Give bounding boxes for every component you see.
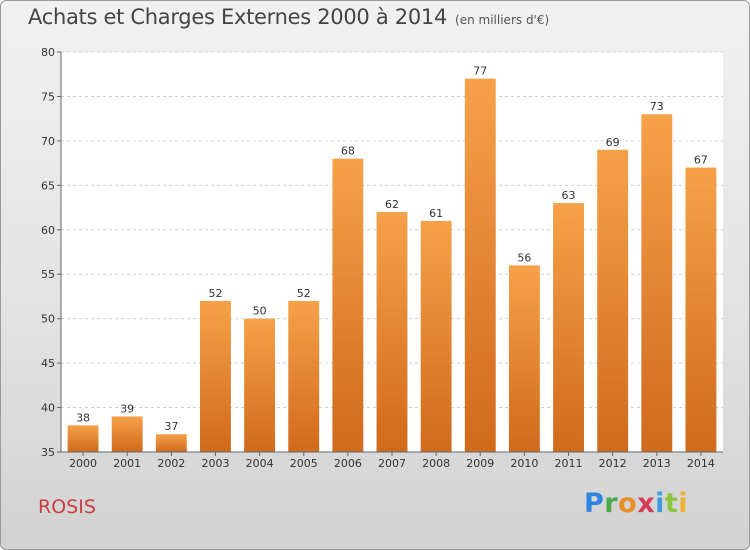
value-label: 52 [297, 287, 311, 300]
bar [67, 425, 99, 452]
logo-letter: x [637, 488, 656, 519]
bars [67, 78, 717, 453]
x-tick-label: 2004 [246, 457, 274, 470]
y-tick-label: 65 [41, 179, 55, 192]
bar [200, 300, 231, 452]
chart-subtitle: (en milliers d'€) [455, 13, 550, 27]
bar [332, 158, 364, 452]
bar [376, 212, 408, 452]
value-label: 56 [517, 251, 531, 264]
y-tick-label: 70 [41, 135, 55, 148]
x-tick-label: 2013 [643, 457, 671, 470]
x-tick-label: 2008 [422, 457, 450, 470]
axes [60, 52, 723, 456]
x-tick-label: 2005 [290, 457, 318, 470]
logo-letter: o [618, 488, 638, 519]
x-tick-label: 2010 [510, 457, 538, 470]
y-tick-label: 45 [41, 357, 55, 370]
logo-letter: i [655, 488, 665, 519]
value-labels: 38 39 37 52 50 52 68 62 61 77 56 63 69 73 67 [76, 65, 708, 434]
y-tick-label: 75 [41, 90, 55, 103]
value-label: 69 [606, 136, 620, 149]
value-label: 38 [76, 411, 90, 424]
logo-letter: i [678, 488, 689, 519]
bar [641, 114, 673, 452]
bar [244, 318, 276, 452]
y-tick-label: 60 [41, 224, 55, 237]
x-tick-label: 2009 [466, 457, 494, 470]
value-label: 77 [473, 65, 487, 78]
logo-letter: P [584, 488, 605, 519]
value-label: 67 [694, 154, 708, 167]
x-tick-label: 2000 [69, 457, 97, 470]
x-tick-label: 2007 [378, 457, 406, 470]
bar [420, 220, 452, 452]
x-tick-label: 2003 [201, 457, 229, 470]
bar [508, 265, 540, 452]
proxiti-logo: Proxiti [584, 488, 688, 519]
y-tick-label: 80 [41, 46, 55, 59]
value-label: 50 [253, 305, 267, 318]
value-label: 73 [650, 100, 664, 113]
x-tick-labels: 2000 2001 2002 2003 2004 2005 2006 2007 2008 2009… [69, 457, 715, 470]
x-tick-label: 2006 [334, 457, 362, 470]
x-tick-label: 2011 [555, 457, 583, 470]
x-tick-label: 2014 [687, 457, 715, 470]
bar [553, 203, 584, 452]
value-label: 39 [120, 402, 134, 415]
value-label: 62 [385, 198, 399, 211]
bar [155, 434, 187, 452]
y-tick-label: 40 [41, 402, 55, 415]
y-tick-label: 50 [41, 313, 55, 326]
x-tick-label: 2001 [113, 457, 141, 470]
chart-title: Achats et Charges Externes 2000 à 2014 (e… [28, 5, 549, 29]
commune-name: ROSIS [38, 496, 96, 518]
logo-letter: r [604, 488, 619, 519]
value-label: 61 [429, 207, 443, 220]
value-label: 68 [341, 145, 355, 158]
value-label: 37 [164, 420, 178, 433]
y-tick-label: 55 [41, 268, 55, 281]
bar [464, 78, 496, 453]
bar [288, 300, 320, 452]
bar [111, 416, 143, 452]
value-label: 63 [562, 189, 576, 202]
bar [685, 167, 717, 453]
x-tick-label: 2012 [599, 457, 627, 470]
value-label: 52 [208, 287, 222, 300]
x-tick-label: 2002 [157, 457, 185, 470]
logo-letter: t [664, 488, 679, 519]
y-tick-labels: 35 40 45 50 55 60 65 70 75 80 [41, 46, 55, 459]
y-tick-label: 35 [41, 446, 55, 459]
bar [597, 149, 629, 452]
chart-title-text: Achats et Charges Externes 2000 à 2014 [28, 5, 448, 29]
